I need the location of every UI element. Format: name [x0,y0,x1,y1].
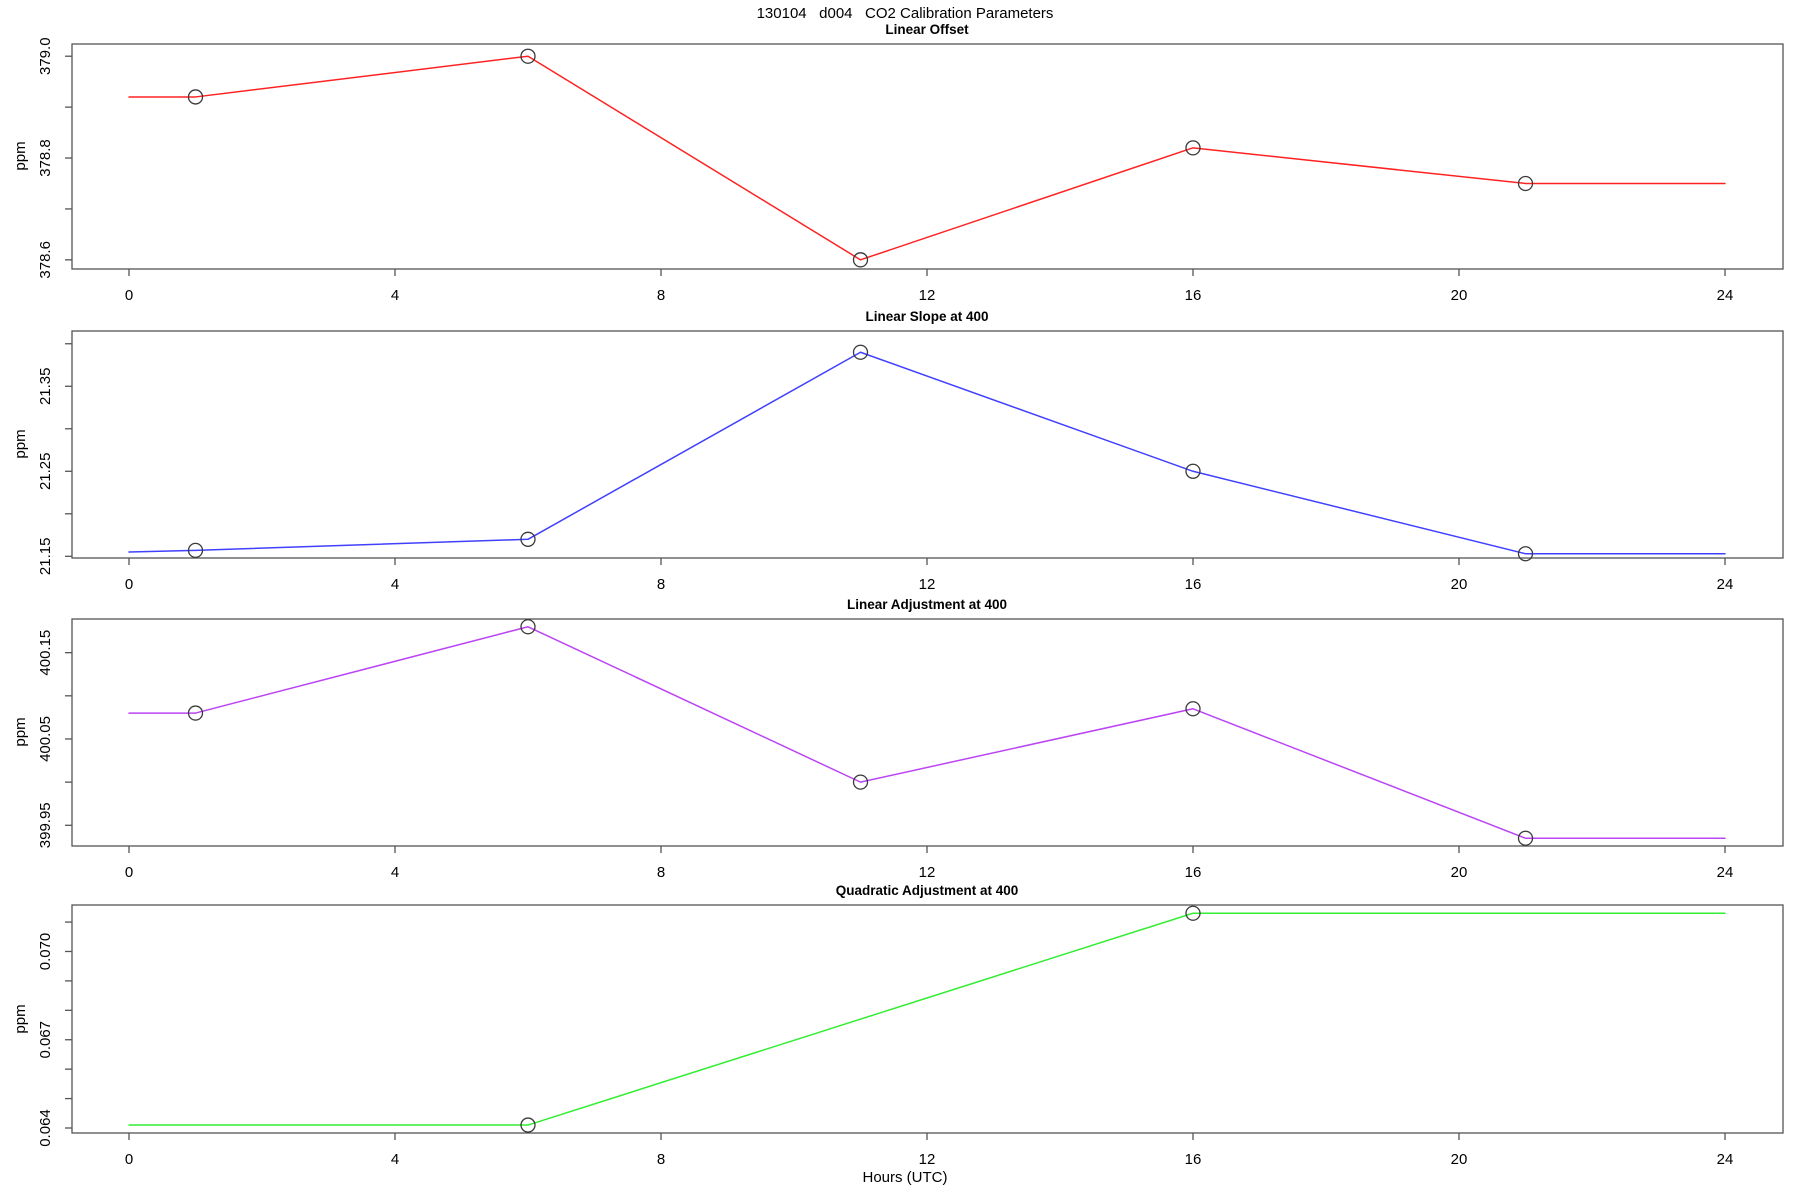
x-tick-label: 16 [1185,287,1202,304]
y-axis-label-panel-3: ppm [11,717,29,747]
figure-title: 130104 d004 CO2 Calibration Parameters [756,5,1054,22]
x-tick-label: 20 [1451,1151,1468,1168]
x-tick-label: 4 [391,1151,399,1168]
data-point-marker [1185,905,1201,921]
x-tick-label: 4 [391,576,399,593]
x-tick-label: 8 [657,576,665,593]
y-tick-label: 21.35 [37,367,54,405]
panel-2: 21.15 21.25 21.35 0 4 8 12 16 20 24 [37,330,1784,593]
data-point-marker [1517,175,1534,192]
x-tick-label: 20 [1451,864,1468,881]
x-tick-label: 24 [1717,864,1734,881]
x-tick-label: 0 [125,1151,133,1168]
data-point-marker [1517,546,1534,562]
x-tick-label: 20 [1451,576,1468,593]
x-tick-label: 24 [1717,287,1734,304]
x-tick-label: 12 [919,576,936,593]
x-tick-label: 0 [125,287,133,304]
x-tick-label: 0 [125,576,133,593]
x-tick-label: 20 [1451,287,1468,304]
y-tick-label: 379.0 [37,37,54,75]
panel-2-line [128,351,1726,555]
x-tick-label: 24 [1717,1151,1734,1168]
y-tick-label: 378.6 [37,241,54,279]
panel-2-frame [71,330,1784,559]
x-tick-label: 8 [657,287,665,304]
data-point-marker [1185,140,1201,156]
data-point-marker [520,531,536,547]
panel-title-linear-adjustment: Linear Adjustment at 400 [846,597,1008,612]
panel-title-quadratic-adjustment: Quadratic Adjustment at 400 [835,883,1019,898]
panel-title-linear-slope: Linear Slope at 400 [865,309,989,324]
x-tick-label: 16 [1185,1151,1202,1168]
data-point-marker [520,1117,536,1133]
panel-4-line [128,912,1726,1126]
y-tick-label: 399.95 [37,802,54,848]
x-tick-label: 24 [1717,576,1734,593]
y-tick-label: 400.15 [37,630,54,676]
panel-4: 0.064 0.067 0.070 0 4 8 12 16 20 24 [37,904,1784,1168]
y-axis-label-panel-4: ppm [11,1004,29,1034]
data-point-marker [852,774,869,790]
data-point-marker [187,542,204,558]
data-point-marker [1517,830,1534,846]
y-tick-label: 378.8 [37,139,54,177]
x-tick-label: 4 [391,287,399,304]
data-point-marker [520,619,536,635]
panel-3-frame [71,618,1784,847]
y-tick-label: 400.05 [37,716,54,762]
data-point-marker [187,89,204,105]
x-tick-label: 12 [919,287,936,304]
data-point-marker [852,344,869,360]
x-tick-label: 4 [391,864,399,881]
x-tick-label: 12 [919,864,936,881]
data-point-marker [520,48,536,64]
x-tick-label: 8 [657,1151,665,1168]
y-tick-label: 0.064 [37,1109,54,1147]
data-point-marker [1185,463,1201,479]
y-axis-label-panel-1: ppm [11,141,29,171]
panel-1: 378.6 378.8 379.0 0 4 8 12 16 20 24 [37,37,1784,304]
panel-title-linear-offset: Linear Offset [885,22,969,37]
panel-3-line [128,626,1726,839]
data-point-marker [1185,701,1201,717]
x-tick-label: 8 [657,864,665,881]
data-point-marker [852,252,869,268]
y-tick-label: 0.067 [37,1021,54,1059]
y-tick-label: 21.25 [37,453,54,491]
x-tick-label: 16 [1185,576,1202,593]
x-tick-label: 0 [125,864,133,881]
panel-1-frame [71,43,1784,270]
y-axis-label-panel-2: ppm [11,429,29,459]
panel-1-line [128,55,1726,261]
x-axis-label: Hours (UTC) [862,1169,948,1186]
panel-4-frame [71,904,1784,1134]
x-tick-label: 16 [1185,864,1202,881]
data-point-marker [187,705,204,721]
x-tick-label: 12 [919,1151,936,1168]
panel-3: 399.95 400.05 400.15 0 4 8 12 16 20 24 [37,618,1784,881]
y-tick-label: 21.15 [37,538,54,576]
y-tick-label: 0.070 [37,933,54,971]
